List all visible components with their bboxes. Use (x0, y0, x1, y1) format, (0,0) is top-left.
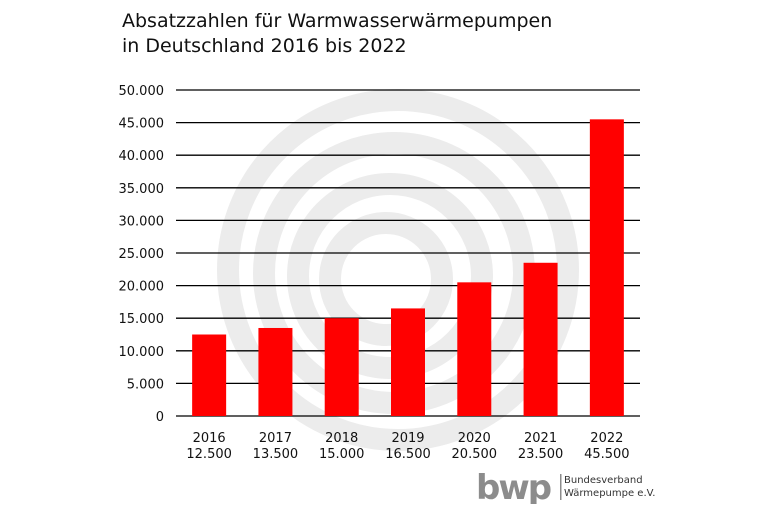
y-tick-label: 50.000 (119, 84, 165, 99)
bar-2020 (457, 282, 492, 416)
y-tick-label: 10.000 (119, 345, 165, 360)
watermark-ring (319, 212, 453, 346)
y-tick-label: 45.000 (119, 117, 165, 132)
chart-title-line-1: Absatzzahlen für Warmwasserwärmepumpen (122, 10, 553, 32)
bars (192, 119, 624, 416)
bar-2017 (258, 327, 293, 416)
logo-divider (560, 474, 562, 500)
y-tick-label: 5.000 (127, 377, 164, 392)
logo-wordmark: bwp (476, 470, 551, 504)
x-value-label: 20.500 (452, 447, 498, 462)
chart-title-line-2: in Deutschland 2016 bis 2022 (122, 35, 407, 57)
logo-line-2: Wärmepumpe e.V. (564, 488, 656, 499)
x-category-label: 2017 (259, 431, 292, 446)
y-tick-label: 30.000 (119, 214, 165, 229)
x-category-label: 2020 (458, 431, 491, 446)
x-category-label: 2021 (524, 431, 557, 446)
x-category-label: 2018 (325, 431, 358, 446)
x-value-label: 12.500 (186, 447, 232, 462)
bwp-logo-icon: bwp (476, 470, 562, 504)
watermark-ring (217, 89, 579, 451)
watermark-ring (287, 173, 493, 379)
x-value-label: 45.500 (584, 447, 630, 462)
x-value-label: 13.500 (253, 447, 299, 462)
bar-2019 (391, 308, 425, 416)
y-tick-label: 0 (156, 410, 164, 425)
x-category-label: 2016 (193, 431, 226, 446)
x-value-label: 23.500 (518, 447, 564, 462)
y-tick-label: 15.000 (119, 312, 165, 327)
x-value-label: 15.000 (319, 447, 365, 462)
x-category-label: 2022 (590, 431, 623, 446)
bar-2016 (192, 334, 227, 416)
x-category-label: 2019 (391, 431, 424, 446)
y-tick-label: 25.000 (119, 247, 165, 262)
y-tick-label: 35.000 (119, 182, 165, 197)
y-tick-label: 20.000 (119, 280, 165, 295)
logo-line-1: Bundesverband (564, 475, 643, 486)
bar-2021 (523, 262, 558, 416)
bar-2022 (589, 119, 624, 416)
bar-2018 (324, 318, 359, 416)
y-tick-label: 40.000 (119, 149, 165, 164)
x-value-label: 16.500 (385, 447, 431, 462)
y-axis-tick-labels: 0 5.000 10.000 15.000 20.000 25.000 30.000 35.0… (119, 84, 165, 425)
